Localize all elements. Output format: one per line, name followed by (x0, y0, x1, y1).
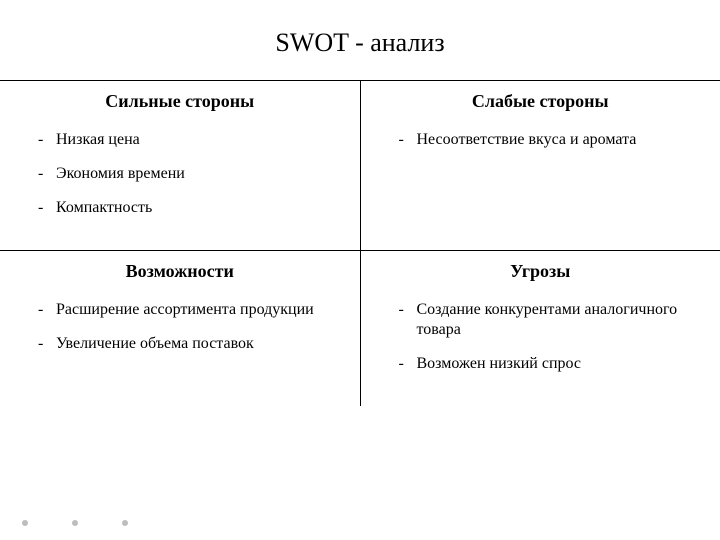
slide: SWOT - анализ Сильные стороны Слабые сто… (0, 0, 720, 540)
weaknesses-list: Несоответствие вкуса и аромата (399, 130, 699, 150)
list-item: Компактность (38, 198, 338, 218)
strengths-list: Низкая цена Экономия времени Компактност… (38, 130, 338, 218)
dot-icon (22, 520, 28, 526)
list-item: Экономия времени (38, 164, 338, 184)
threats-header: Угрозы (361, 251, 720, 292)
footer-dots (22, 520, 128, 526)
weaknesses-cell: Несоответствие вкуса и аромата (361, 122, 720, 182)
list-item: Создание конкурентами аналогичного товар… (399, 300, 699, 340)
opportunities-cell: Расширение ассортимента продукции Увелич… (0, 292, 360, 386)
swot-table: Сильные стороны Слабые стороны Низкая це… (0, 80, 720, 406)
strengths-cell: Низкая цена Экономия времени Компактност… (0, 122, 360, 250)
strengths-header: Сильные стороны (0, 81, 360, 122)
weaknesses-header: Слабые стороны (361, 81, 720, 122)
page-title: SWOT - анализ (0, 28, 720, 58)
list-item: Возможен низкий спрос (399, 354, 699, 374)
dot-icon (122, 520, 128, 526)
list-item: Несоответствие вкуса и аромата (399, 130, 699, 150)
opportunities-header: Возможности (0, 251, 360, 292)
threats-cell: Создание конкурентами аналогичного товар… (361, 292, 720, 406)
list-item: Увеличение объема поставок (38, 334, 338, 354)
dot-icon (72, 520, 78, 526)
opportunities-list: Расширение ассортимента продукции Увелич… (38, 300, 338, 354)
list-item: Расширение ассортимента продукции (38, 300, 338, 320)
threats-list: Создание конкурентами аналогичного товар… (399, 300, 699, 374)
list-item: Низкая цена (38, 130, 338, 150)
